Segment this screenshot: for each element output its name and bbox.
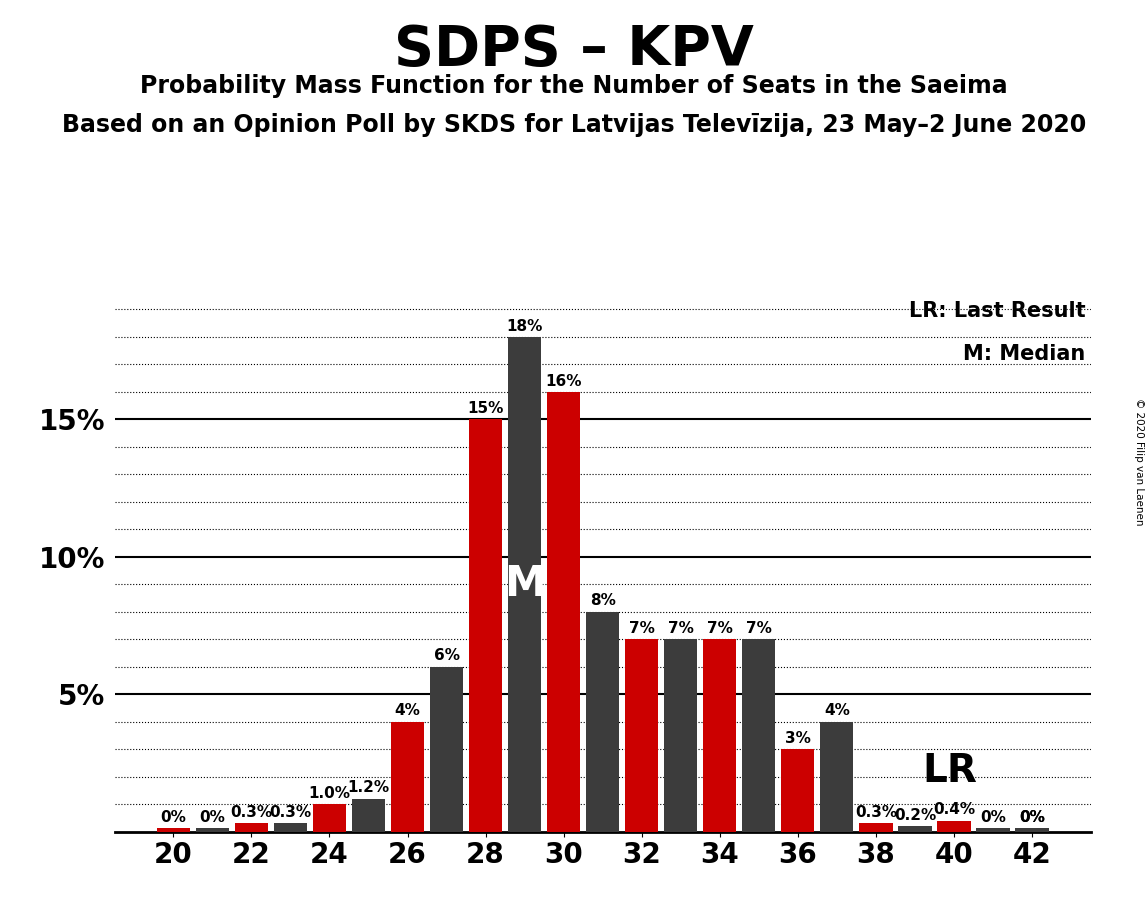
Bar: [548, 392, 580, 832]
Text: © 2020 Filip van Laenen: © 2020 Filip van Laenen: [1134, 398, 1143, 526]
Text: 1.0%: 1.0%: [309, 785, 350, 801]
Text: 0%: 0%: [1019, 809, 1045, 825]
Text: 7%: 7%: [629, 621, 654, 636]
Bar: [977, 828, 1009, 832]
Bar: [196, 828, 228, 832]
Text: 4%: 4%: [395, 703, 420, 718]
Bar: [743, 639, 775, 832]
Text: 0.4%: 0.4%: [933, 802, 975, 818]
Bar: [430, 667, 463, 832]
Text: 0%: 0%: [1019, 809, 1045, 825]
Text: LR: LR: [923, 752, 978, 790]
Bar: [1016, 828, 1048, 832]
Bar: [313, 804, 346, 832]
Text: 6%: 6%: [434, 649, 459, 663]
Bar: [938, 821, 970, 832]
Text: 0.3%: 0.3%: [270, 805, 311, 821]
Text: 7%: 7%: [668, 621, 693, 636]
Text: 0.2%: 0.2%: [894, 808, 936, 822]
Text: 0%: 0%: [200, 809, 225, 825]
Bar: [352, 798, 385, 832]
Text: 0%: 0%: [161, 809, 186, 825]
Bar: [509, 337, 541, 832]
Text: Probability Mass Function for the Number of Seats in the Saeima: Probability Mass Function for the Number…: [140, 74, 1008, 98]
Text: 15%: 15%: [467, 401, 504, 416]
Bar: [704, 639, 736, 832]
Bar: [626, 639, 658, 832]
Text: 0.3%: 0.3%: [855, 805, 897, 821]
Bar: [470, 419, 502, 832]
Bar: [391, 722, 424, 832]
Text: 8%: 8%: [590, 593, 615, 608]
Text: LR: Last Result: LR: Last Result: [909, 301, 1086, 321]
Text: Based on an Opinion Poll by SKDS for Latvijas Televīzija, 23 May–2 June 2020: Based on an Opinion Poll by SKDS for Lat…: [62, 113, 1086, 137]
Bar: [157, 828, 189, 832]
Bar: [821, 722, 853, 832]
Text: 7%: 7%: [746, 621, 771, 636]
Bar: [1016, 828, 1048, 832]
Bar: [235, 823, 267, 832]
Text: SDPS – KPV: SDPS – KPV: [394, 23, 754, 77]
Bar: [782, 749, 814, 832]
Bar: [587, 612, 619, 832]
Text: 16%: 16%: [545, 373, 582, 389]
Text: M: Median: M: Median: [963, 344, 1086, 364]
Bar: [860, 823, 892, 832]
Bar: [665, 639, 697, 832]
Text: 0.3%: 0.3%: [231, 805, 272, 821]
Text: M: M: [504, 564, 545, 605]
Text: 18%: 18%: [506, 319, 543, 334]
Text: 7%: 7%: [707, 621, 732, 636]
Text: 3%: 3%: [785, 731, 810, 746]
Bar: [899, 826, 931, 832]
Text: 0%: 0%: [980, 809, 1006, 825]
Text: 1.2%: 1.2%: [348, 781, 389, 796]
Bar: [274, 823, 307, 832]
Text: 4%: 4%: [824, 703, 850, 718]
